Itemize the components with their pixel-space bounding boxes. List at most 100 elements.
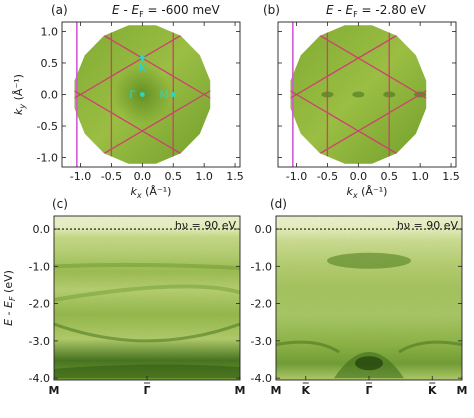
point-label-K: K [139, 61, 147, 74]
title-b-pre: E - E [326, 3, 354, 17]
x-tick-label-M: M [271, 384, 282, 397]
ylabel-a-unit: (Å⁻¹) [12, 74, 25, 104]
xlabel-b: kx (Å⁻¹) [347, 185, 388, 200]
x-tick-label: 0.0 [134, 170, 152, 183]
high-symmetry-points-a: Γ M K [129, 54, 176, 102]
x-tick-label-Γ: Γ [365, 384, 372, 397]
xlabel-b-base: k [347, 185, 354, 198]
ylabel-c: E - EF (eV) [2, 270, 17, 326]
ylabel-c-sub: F [8, 296, 17, 301]
band-features-d [275, 216, 463, 380]
x-tick-label: -0.5 [317, 170, 338, 183]
x-tick-label: 0.5 [381, 170, 399, 183]
side-band-right [398, 340, 463, 354]
photon-energy-d: hν = 90 eV [397, 219, 459, 232]
bz-hexagon [388, 93, 427, 164]
y-tick-label: -1.0 [29, 260, 50, 273]
y-tick-label: -3.0 [251, 335, 272, 348]
fermi-map-a [62, 22, 240, 167]
side-band-left [275, 340, 340, 354]
x-tick-label-M: M [235, 384, 246, 397]
gamma-band-top [327, 252, 411, 269]
dispersive-band [53, 322, 241, 343]
ylabel-a: ky (Å⁻¹) [12, 74, 27, 115]
panel-label-b: (b) [263, 3, 280, 17]
title-a-sub: F [139, 10, 144, 19]
xlabel-a: kx (Å⁻¹) [131, 185, 172, 200]
point-label-M: M [160, 89, 170, 102]
panel-b: -1.0 -0.5 0.0 0.5 1.0 1.5 (b) E - EF = -2.80 … [263, 3, 460, 200]
title-a: E - EF = -600 meV [112, 3, 221, 19]
y-tick-label: -4.0 [29, 372, 50, 385]
x-tick-label: 0.0 [350, 170, 368, 183]
x-tick-label: 1.5 [226, 170, 244, 183]
map-spot [352, 91, 365, 98]
panel-label-c: (c) [52, 197, 68, 211]
ylabel-c-post: (eV) [2, 270, 15, 296]
title-b: E - EF = -2.80 eV [326, 3, 427, 19]
x-tick-label: -1.0 [70, 170, 91, 183]
y-tick-label: -1.0 [37, 152, 58, 165]
x-tick-label-Γ: Γ [143, 384, 150, 397]
y-tick-label: 0.0 [255, 223, 273, 236]
gamma-deep [355, 356, 383, 371]
x-tick-label: 1.0 [195, 170, 213, 183]
point-label-Γ: Γ [129, 89, 136, 102]
x-tick-label: -0.5 [101, 170, 122, 183]
title-b-post: = -2.80 eV [358, 3, 427, 17]
panel-label-d: (d) [270, 197, 287, 211]
bz-hexagon [326, 25, 390, 59]
title-a-pre: E - E [112, 3, 140, 17]
x-tick-label: 1.5 [442, 170, 460, 183]
x-tick-label-K: K [301, 384, 310, 397]
ticks-c: 0.0-1.0-2.0-3.0-4.0M Γ M [29, 223, 246, 397]
bz-hexagon [290, 93, 329, 164]
photon-energy-c: hν = 90 eV [175, 219, 237, 232]
ticks-a: -1.0 -0.5 0.0 0.5 1.0 1.5 -1.0 -0.5 0.0 0.5 1.0 [37, 22, 244, 183]
xlabel-a-unit: (Å⁻¹) [142, 185, 172, 198]
deep-band [54, 364, 240, 379]
y-tick-label: -1.0 [251, 260, 272, 273]
flat-band-1 [53, 262, 241, 271]
bz-hexagon [172, 93, 211, 164]
bz-hexagon [326, 130, 390, 164]
point-marker-M [170, 92, 176, 97]
title-b-sub: F [353, 10, 358, 19]
y-tick-label: -4.0 [251, 372, 272, 385]
title-a-post: = -600 meV [144, 3, 221, 17]
xlabel-b-sub: x [352, 191, 358, 200]
panel-label-a: (a) [51, 3, 68, 17]
fermi-map-b [278, 22, 456, 167]
panel-a: Γ M K -1.0 -0.5 0.0 0.5 1.0 1.5 -1.0 -0.5 0.0 0.5 1.… [12, 3, 244, 200]
ylabel-a-base: k [12, 108, 25, 115]
y-tick-label: -2.0 [29, 298, 50, 311]
y-tick-label: 0.5 [41, 57, 59, 70]
band-texture [54, 216, 240, 380]
y-tick-label: 1.0 [41, 25, 59, 38]
ticks-b: -1.0 -0.5 0.0 0.5 1.0 1.5 [278, 22, 460, 183]
x-tick-label-M: M [49, 384, 60, 397]
x-tick-label: 1.0 [411, 170, 429, 183]
xlabel-b-unit: (Å⁻¹) [358, 185, 388, 198]
x-tick-label: -1.0 [286, 170, 307, 183]
bz-hexagon [110, 130, 174, 164]
y-tick-label: -2.0 [251, 298, 272, 311]
y-tick-label: -0.5 [37, 120, 58, 133]
point-marker-K [139, 54, 145, 60]
x-tick-label: 0.5 [165, 170, 183, 183]
bz-hexagon [74, 93, 113, 164]
y-tick-label: 0.0 [41, 89, 59, 102]
x-tick-label-M: M [457, 384, 468, 397]
x-tick-label-K: K [428, 384, 437, 397]
xlabel-a-sub: x [136, 191, 142, 200]
flat-band-2 [53, 284, 241, 302]
y-tick-label: 0.0 [33, 223, 51, 236]
band-features-c [53, 216, 241, 380]
brillouin-zones-b [290, 25, 427, 164]
y-tick-label: -3.0 [29, 335, 50, 348]
xlabel-a-base: k [131, 185, 138, 198]
panel-c: 0.0-1.0-2.0-3.0-4.0M Γ M (c) hν = 90 eV E … [2, 197, 245, 397]
ylabel-a-sub: y [18, 104, 27, 110]
ticks-d: 0.0-1.0-2.0-3.0-4.0M K Γ K M [251, 223, 468, 397]
